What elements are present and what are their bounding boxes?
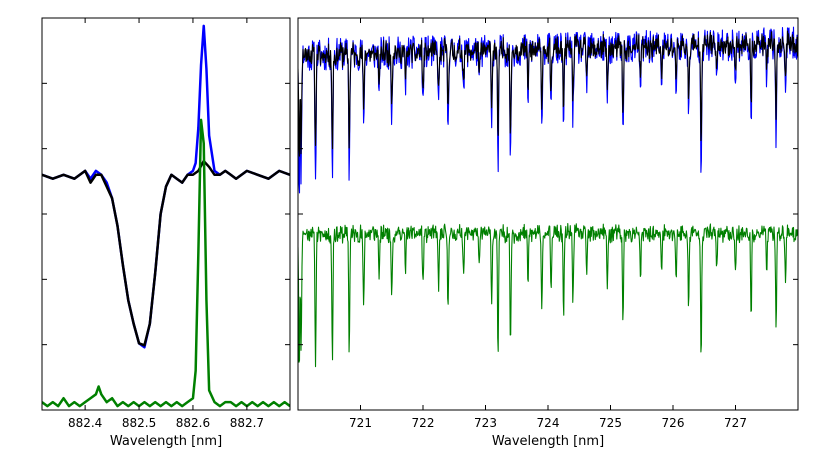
right-ticks: 721 722 723 724 725 726 727 xyxy=(298,17,798,430)
right-series-1-line xyxy=(298,30,798,157)
right-series-2-line xyxy=(298,222,798,368)
left-xtick-label: 882.4 xyxy=(68,416,102,430)
right-panel: 721 722 723 724 725 726 727 Wavelength [nm] xyxy=(297,17,799,449)
right-axes-frame xyxy=(297,17,799,411)
right-xtick-label: 721 xyxy=(349,416,372,430)
left-panel: 882.4 882.5 882.6 882.7 Wavelength [nm] xyxy=(41,17,291,449)
right-xtick-label: 727 xyxy=(724,416,747,430)
left-series-1-line xyxy=(42,159,290,347)
left-series-lines xyxy=(42,24,290,408)
right-xtick-label: 726 xyxy=(662,416,685,430)
right-series-lines xyxy=(298,26,798,368)
left-axes-frame xyxy=(41,17,291,411)
left-ticks: 882.4 882.5 882.6 882.7 xyxy=(42,17,290,430)
left-xtick-label: 882.6 xyxy=(176,416,210,430)
left-xlabel: Wavelength [nm] xyxy=(110,434,222,449)
right-xtick-label: 724 xyxy=(537,416,560,430)
right-xtick-label: 723 xyxy=(474,416,497,430)
right-xlabel: Wavelength [nm] xyxy=(492,434,604,449)
left-xtick-label: 882.5 xyxy=(122,416,156,430)
right-xtick-label: 725 xyxy=(599,416,622,430)
right-xtick-label: 722 xyxy=(412,416,435,430)
left-series-2-line xyxy=(42,118,290,408)
left-xtick-label: 882.7 xyxy=(230,416,264,430)
